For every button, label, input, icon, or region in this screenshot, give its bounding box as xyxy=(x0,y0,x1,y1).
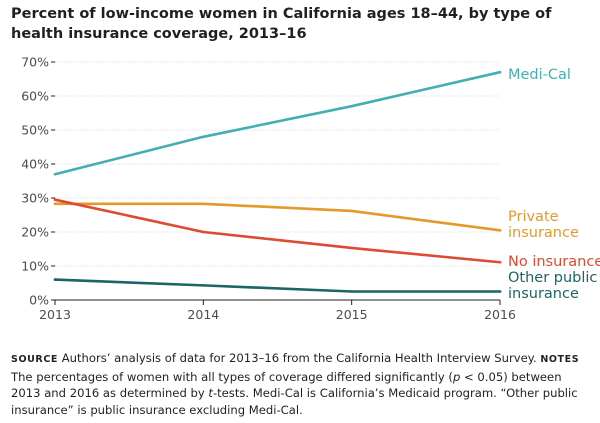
y-tick-label-30: 30% xyxy=(21,191,49,206)
series-label-line: insurance xyxy=(508,286,579,302)
data-point-other-public-insurance-2016 xyxy=(498,290,502,293)
x-tick-label-2016: 2016 xyxy=(484,307,516,322)
plot-area xyxy=(53,70,502,293)
data-point-no-insurance-2015 xyxy=(350,246,353,250)
y-tick-label-70: 70% xyxy=(21,55,49,70)
data-point-no-insurance-2014 xyxy=(202,230,205,234)
series-label-line: Private xyxy=(508,209,559,225)
x-tick-label-2015: 2015 xyxy=(336,307,368,322)
x-tick-label-2014: 2014 xyxy=(187,307,219,322)
data-point-other-public-insurance-2013 xyxy=(53,278,57,281)
series-line-no-insurance xyxy=(53,198,502,264)
y-axis: 0% 10% 20% 30% 40% 50% 60% 70% xyxy=(21,55,500,308)
x-tick-label-2013: 2013 xyxy=(39,307,71,322)
y-tick-label-20: 20% xyxy=(21,225,49,240)
data-point-private-insurance-2015 xyxy=(350,209,353,213)
data-point-no-insurance-2016 xyxy=(498,260,502,264)
series-label-other-public-insurance: Other public insurance xyxy=(508,270,597,302)
y-tick-label-60: 60% xyxy=(21,89,49,104)
chart-title: Percent of low-income women in Californi… xyxy=(11,6,552,42)
series-line-other-public-insurance xyxy=(53,278,502,293)
source-text: Authors’ analysis of data for 2013–16 fr… xyxy=(61,351,537,365)
p-symbol: p xyxy=(452,369,461,384)
series-label-no-insurance: No insurance xyxy=(508,254,600,270)
notes-text-part-3: -tests. Medi-Cal is California’s Medicai… xyxy=(11,386,578,417)
y-tick-label-40: 40% xyxy=(21,157,49,172)
data-point-medi-cal-2015 xyxy=(350,104,353,108)
data-point-medi-cal-2013 xyxy=(53,172,57,176)
data-point-no-insurance-2013 xyxy=(53,198,57,201)
y-tick-label-10: 10% xyxy=(21,259,49,274)
source-label: SOURCE xyxy=(11,354,59,365)
x-axis: 2013 2014 2015 2016 xyxy=(39,300,516,322)
data-point-private-insurance-2016 xyxy=(498,229,502,232)
series-label-private-insurance: Private insurance xyxy=(508,209,579,241)
y-tick-label-0: 0% xyxy=(29,293,49,308)
series-label-line: No insurance xyxy=(508,254,600,270)
chart-notes: SOURCE Authors’ analysis of data for 201… xyxy=(11,350,591,418)
data-point-medi-cal-2016 xyxy=(498,70,502,74)
notes-text-part-1: The percentages of women with all types … xyxy=(11,369,453,384)
data-point-other-public-insurance-2015 xyxy=(350,290,353,293)
series-label-line: Other public xyxy=(508,270,597,286)
data-point-medi-cal-2014 xyxy=(202,135,205,139)
data-point-private-insurance-2013 xyxy=(53,202,57,206)
series-line-private-insurance xyxy=(53,202,502,232)
notes-label: NOTES xyxy=(540,354,580,365)
y-tick-label-50: 50% xyxy=(21,123,49,138)
series-line-medi-cal xyxy=(53,70,502,176)
data-point-other-public-insurance-2014 xyxy=(202,284,205,287)
series-label-line: Medi-Cal xyxy=(508,67,571,83)
notes-text-part-2: < 0.05) between 2013 and 2016 as determi… xyxy=(11,369,562,401)
t-symbol: t xyxy=(208,386,213,400)
data-point-private-insurance-2014 xyxy=(202,202,205,206)
series-label-medi-cal: Medi-Cal xyxy=(508,67,571,83)
series-label-line: insurance xyxy=(508,225,579,241)
